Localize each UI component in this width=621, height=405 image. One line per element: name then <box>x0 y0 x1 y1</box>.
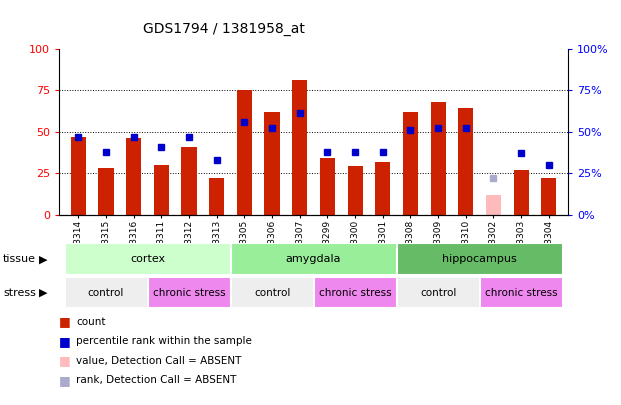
Bar <box>230 243 397 275</box>
Bar <box>479 277 563 308</box>
Bar <box>181 147 197 215</box>
Bar <box>542 178 556 215</box>
Text: rank, Detection Call = ABSENT: rank, Detection Call = ABSENT <box>76 375 237 385</box>
Bar <box>71 136 86 215</box>
Text: percentile rank within the sample: percentile rank within the sample <box>76 337 252 346</box>
Bar <box>148 277 230 308</box>
Text: count: count <box>76 317 106 327</box>
Text: control: control <box>254 288 290 298</box>
Text: control: control <box>420 288 456 298</box>
Text: amygdala: amygdala <box>286 254 342 264</box>
Text: ■: ■ <box>59 335 71 348</box>
Text: hippocampus: hippocampus <box>442 254 517 264</box>
Text: ■: ■ <box>59 374 71 387</box>
Text: chronic stress: chronic stress <box>485 288 558 298</box>
Bar <box>486 195 501 215</box>
Text: ▶: ▶ <box>39 254 47 264</box>
Bar <box>292 80 307 215</box>
Text: tissue: tissue <box>3 254 36 264</box>
Text: chronic stress: chronic stress <box>319 288 391 298</box>
Bar <box>237 90 252 215</box>
Text: ■: ■ <box>59 315 71 328</box>
Text: GDS1794 / 1381958_at: GDS1794 / 1381958_at <box>143 22 304 36</box>
Text: ■: ■ <box>59 354 71 367</box>
Bar <box>126 138 142 215</box>
Bar <box>154 165 169 215</box>
Bar <box>403 112 418 215</box>
Bar <box>99 168 114 215</box>
Bar <box>375 162 391 215</box>
Bar <box>209 178 224 215</box>
Text: ▶: ▶ <box>39 288 47 298</box>
Text: cortex: cortex <box>130 254 165 264</box>
Bar <box>230 277 314 308</box>
Text: stress: stress <box>3 288 36 298</box>
Bar <box>397 277 479 308</box>
Bar <box>265 112 279 215</box>
Text: chronic stress: chronic stress <box>153 288 225 298</box>
Bar <box>458 109 473 215</box>
Text: value, Detection Call = ABSENT: value, Detection Call = ABSENT <box>76 356 242 366</box>
Bar <box>320 158 335 215</box>
Bar <box>348 166 363 215</box>
Text: control: control <box>88 288 124 298</box>
Bar <box>514 170 528 215</box>
Bar <box>65 277 148 308</box>
Bar <box>430 102 446 215</box>
Bar <box>397 243 563 275</box>
Bar <box>65 243 230 275</box>
Bar <box>314 277 397 308</box>
